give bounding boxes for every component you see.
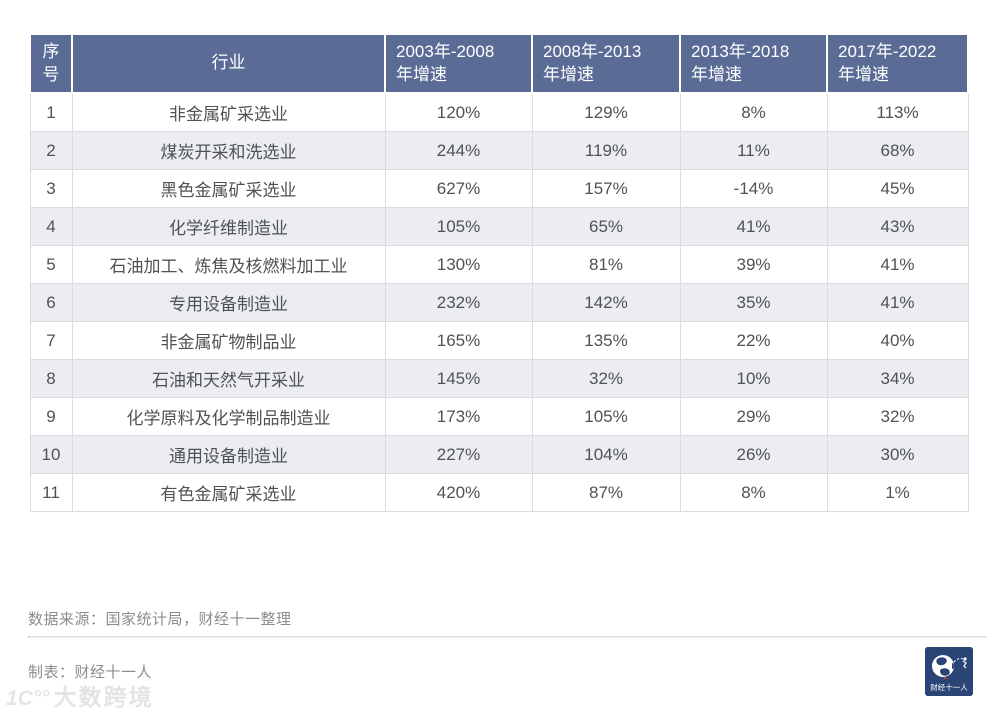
industry-cell: 煤炭开采和洗选业 <box>71 131 386 170</box>
growth-value-cell: 40% <box>826 321 969 360</box>
watermark-logo-icon: 1C°° <box>6 687 50 710</box>
table-row: 4 化学纤维制造业 105% 65% 41% 43% <box>29 207 969 246</box>
row-number-cell: 5 <box>29 245 73 284</box>
row-number-cell: 7 <box>29 321 73 360</box>
row-number-cell: 11 <box>29 473 73 512</box>
table-row: 8 石油和天然气开采业 145% 32% 10% 34% <box>29 359 969 398</box>
growth-value-cell: 43% <box>826 207 969 246</box>
growth-value-cell: 87% <box>531 473 681 512</box>
industry-cell: 通用设备制造业 <box>71 435 386 474</box>
table-body: 1 非金属矿采选业 120% 129% 8% 113% 2 煤炭开采和洗选业 244% 119% 1… <box>29 92 969 512</box>
watermark-text: 大数跨境 <box>53 684 154 710</box>
row-number-cell: 6 <box>29 283 73 322</box>
growth-value-cell: 105% <box>531 397 681 436</box>
row-number-cell: 2 <box>29 131 73 170</box>
divider <box>28 636 987 638</box>
growth-value-cell: 10% <box>679 359 828 398</box>
watermark: 1C°° 大数跨境 <box>6 678 154 712</box>
growth-value-cell: 119% <box>531 131 681 170</box>
growth-value-cell: 232% <box>384 283 533 322</box>
brand-logo: 财经十一人 <box>925 647 973 696</box>
growth-value-cell: 145% <box>384 359 533 398</box>
brand-logo-label: 财经十一人 <box>930 682 968 692</box>
growth-value-cell: 8% <box>679 473 828 512</box>
growth-value-cell: 157% <box>531 169 681 208</box>
growth-value-cell: 244% <box>384 131 533 170</box>
industry-cell: 黑色金属矿采选业 <box>71 169 386 208</box>
industry-growth-table: 序 号行业 2003年-2008 年增速 2008年-2013 年增速 2013年-2… <box>29 33 969 512</box>
growth-value-cell: 41% <box>826 283 969 322</box>
growth-value-cell: 22% <box>679 321 828 360</box>
growth-value-cell: 120% <box>384 92 533 132</box>
table-row: 7 非金属矿物制品业 165% 135% 22% 40% <box>29 321 969 360</box>
industry-cell: 石油加工、炼焦及核燃料加工业 <box>71 245 386 284</box>
column-header: 2008年-2013 年增速 <box>531 33 681 94</box>
growth-value-cell: 105% <box>384 207 533 246</box>
table-header-row: 序 号行业 2003年-2008 年增速 2008年-2013 年增速 2013年-2… <box>29 33 969 94</box>
growth-value-cell: 165% <box>384 321 533 360</box>
growth-value-cell: 227% <box>384 435 533 474</box>
growth-value-cell: 65% <box>531 207 681 246</box>
table-row: 2 煤炭开采和洗选业 244% 119% 11% 68% <box>29 131 969 170</box>
row-number-cell: 4 <box>29 207 73 246</box>
industry-cell: 化学原料及化学制品制造业 <box>71 397 386 436</box>
industry-cell: 非金属矿采选业 <box>71 92 386 132</box>
column-header: 序 号 <box>29 33 73 94</box>
growth-value-cell: 34% <box>826 359 969 398</box>
growth-value-cell: 8% <box>679 92 828 132</box>
growth-value-cell: 45% <box>826 169 969 208</box>
column-header: 2017年-2022 年增速 <box>826 33 969 94</box>
globe-icon: 财经十一人 <box>925 647 973 696</box>
column-header: 2013年-2018 年增速 <box>679 33 828 94</box>
growth-value-cell: 1% <box>826 473 969 512</box>
growth-value-cell: 81% <box>531 245 681 284</box>
row-number-cell: 1 <box>29 92 73 132</box>
growth-value-cell: 68% <box>826 131 969 170</box>
growth-value-cell: 29% <box>679 397 828 436</box>
growth-value-cell: 26% <box>679 435 828 474</box>
industry-cell: 专用设备制造业 <box>71 283 386 322</box>
growth-value-cell: 35% <box>679 283 828 322</box>
table-row: 1 非金属矿采选业 120% 129% 8% 113% <box>29 92 969 132</box>
growth-value-cell: 627% <box>384 169 533 208</box>
growth-value-cell: -14% <box>679 169 828 208</box>
column-header: 行业 <box>71 33 386 94</box>
growth-value-cell: 420% <box>384 473 533 512</box>
row-number-cell: 8 <box>29 359 73 398</box>
growth-value-cell: 113% <box>826 92 969 132</box>
table-row: 6 专用设备制造业 232% 142% 35% 41% <box>29 283 969 322</box>
growth-value-cell: 130% <box>384 245 533 284</box>
table-row: 11 有色金属矿采选业 420% 87% 8% 1% <box>29 473 969 512</box>
row-number-cell: 10 <box>29 435 73 474</box>
row-number-cell: 3 <box>29 169 73 208</box>
growth-value-cell: 11% <box>679 131 828 170</box>
industry-cell: 石油和天然气开采业 <box>71 359 386 398</box>
growth-value-cell: 41% <box>679 207 828 246</box>
industry-cell: 化学纤维制造业 <box>71 207 386 246</box>
growth-value-cell: 30% <box>826 435 969 474</box>
industry-cell: 非金属矿物制品业 <box>71 321 386 360</box>
growth-value-cell: 32% <box>531 359 681 398</box>
growth-value-cell: 104% <box>531 435 681 474</box>
table-row: 9 化学原料及化学制品制造业 173% 105% 29% 32% <box>29 397 969 436</box>
growth-value-cell: 173% <box>384 397 533 436</box>
table-row: 5 石油加工、炼焦及核燃料加工业 130% 81% 39% 41% <box>29 245 969 284</box>
growth-value-cell: 32% <box>826 397 969 436</box>
growth-value-cell: 129% <box>531 92 681 132</box>
growth-value-cell: 39% <box>679 245 828 284</box>
growth-value-cell: 142% <box>531 283 681 322</box>
table-row: 3 黑色金属矿采选业 627% 157% -14% 45% <box>29 169 969 208</box>
data-source-note: 数据来源：国家统计局，财经十一整理 <box>28 611 292 628</box>
industry-cell: 有色金属矿采选业 <box>71 473 386 512</box>
column-header: 2003年-2008 年增速 <box>384 33 533 94</box>
table-row: 10 通用设备制造业 227% 104% 26% 30% <box>29 435 969 474</box>
row-number-cell: 9 <box>29 397 73 436</box>
growth-value-cell: 135% <box>531 321 681 360</box>
credit-note: 制表：财经十一人 <box>28 664 153 681</box>
growth-value-cell: 41% <box>826 245 969 284</box>
